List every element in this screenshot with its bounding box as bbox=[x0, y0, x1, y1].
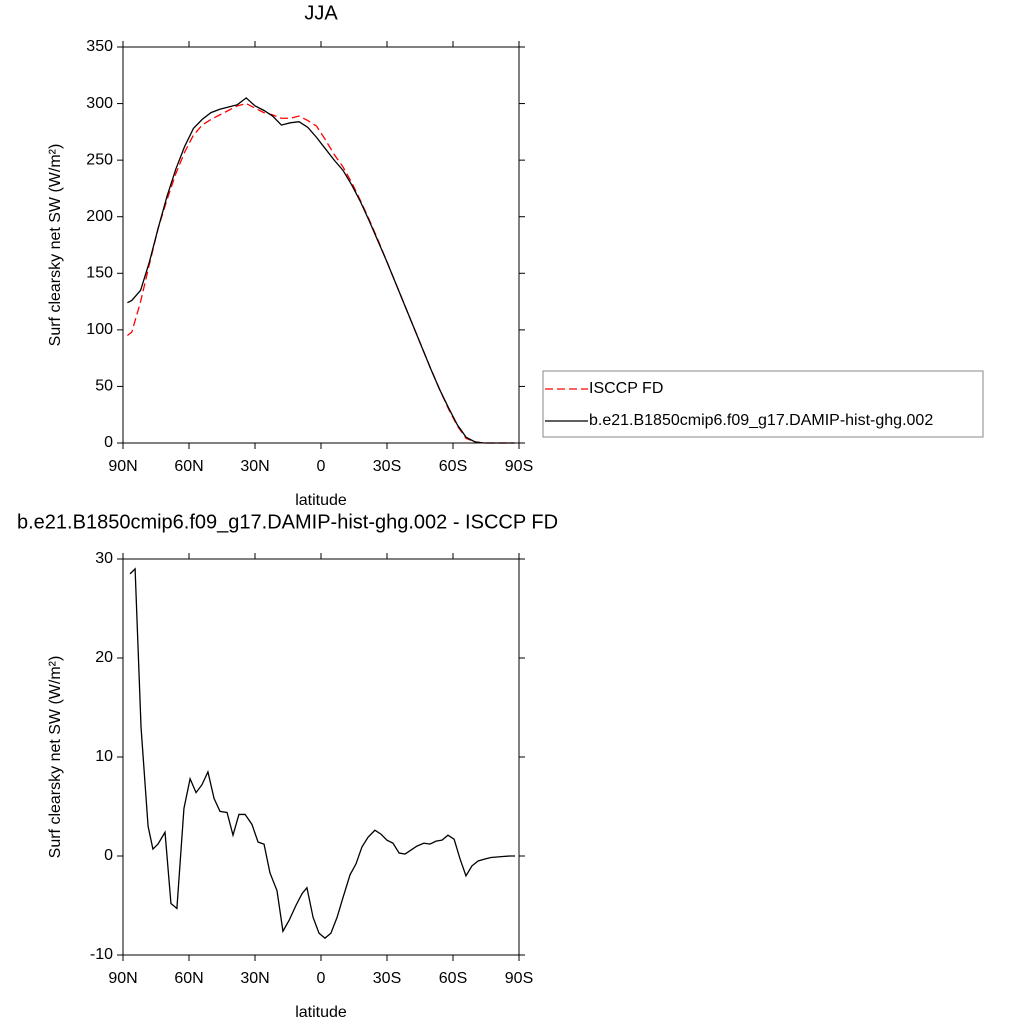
data-line bbox=[129, 567, 516, 940]
y-tick-label: 10 bbox=[95, 748, 113, 765]
y-tick-label: 0 bbox=[104, 847, 113, 864]
y-tick-label: 50 bbox=[95, 378, 113, 395]
chart-title: JJA bbox=[304, 2, 338, 24]
y-tick-label: 150 bbox=[86, 265, 113, 282]
y-tick-label: 350 bbox=[86, 38, 113, 55]
legend-label: b.e21.B1850cmip6.f09_g17.DAMIP-hist-ghg.… bbox=[589, 412, 933, 429]
y-tick-label: 250 bbox=[86, 151, 113, 168]
x-tick-label: 60N bbox=[174, 458, 203, 475]
x-axis-label: latitude bbox=[295, 1004, 347, 1021]
x-tick-label: 90S bbox=[505, 970, 533, 987]
plot-frame bbox=[122, 46, 520, 444]
legend-label: ISCCP FD bbox=[589, 380, 663, 397]
y-axis-label: Surf clearsky net SW (W/m²) bbox=[47, 656, 64, 859]
legend-box bbox=[542, 370, 984, 438]
x-tick-label: 30N bbox=[240, 970, 269, 987]
chart-title: b.e21.B1850cmip6.f09_g17.DAMIP-hist-ghg.… bbox=[17, 511, 558, 533]
x-axis-label: latitude bbox=[295, 492, 347, 509]
y-tick-label: 100 bbox=[86, 321, 113, 338]
data-line bbox=[127, 97, 515, 444]
x-tick-label: 90S bbox=[505, 458, 533, 475]
x-tick-label: 30S bbox=[373, 458, 401, 475]
x-tick-label: 0 bbox=[317, 458, 326, 475]
plot-frame bbox=[122, 558, 520, 956]
x-tick-label: 90N bbox=[108, 970, 137, 987]
x-tick-label: 30N bbox=[240, 458, 269, 475]
x-tick-label: 0 bbox=[317, 970, 326, 987]
y-tick-label: -10 bbox=[90, 946, 113, 963]
x-tick-label: 60N bbox=[174, 970, 203, 987]
y-axis-label: Surf clearsky net SW (W/m²) bbox=[47, 144, 64, 347]
data-line bbox=[127, 102, 515, 444]
x-tick-label: 60S bbox=[439, 970, 467, 987]
y-tick-label: 20 bbox=[95, 649, 113, 666]
x-tick-label: 30S bbox=[373, 970, 401, 987]
y-tick-label: 30 bbox=[95, 550, 113, 567]
y-tick-label: 0 bbox=[104, 434, 113, 451]
x-tick-label: 60S bbox=[439, 458, 467, 475]
y-tick-label: 300 bbox=[86, 95, 113, 112]
y-tick-label: 200 bbox=[86, 208, 113, 225]
x-tick-label: 90N bbox=[108, 458, 137, 475]
